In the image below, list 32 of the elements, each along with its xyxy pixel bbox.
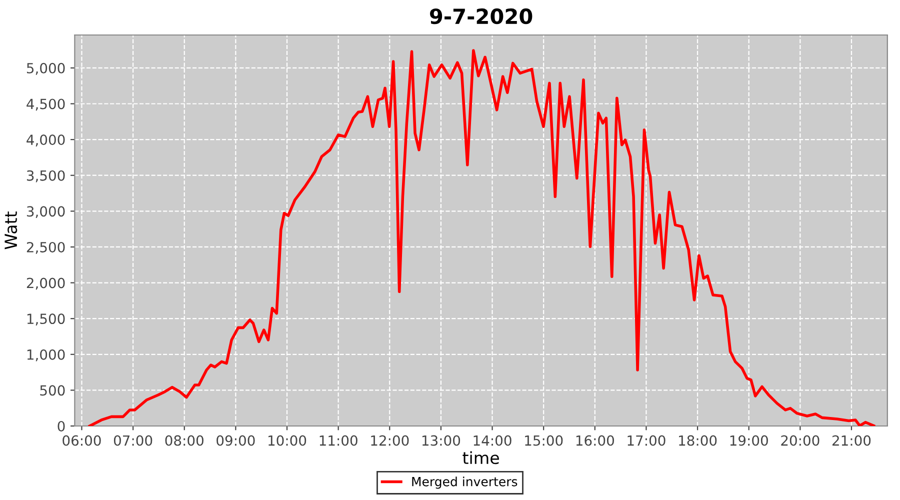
y-tick-label: 4,500	[26, 98, 65, 111]
x-tick-label: 15:00	[525, 435, 563, 446]
x-tick-label: 18:00	[679, 435, 717, 446]
legend-label: Merged inverters	[412, 476, 518, 489]
x-tick-label: 08:00	[165, 435, 204, 446]
x-tick-label: 17:00	[628, 435, 666, 446]
y-tick-label: 3,500	[26, 170, 65, 182]
x-tick-label: 21:00	[832, 435, 871, 446]
x-tick-label: 16:00	[576, 435, 614, 446]
y-tick-label: 2,500	[26, 242, 65, 254]
y-tick-label: 2,000	[26, 278, 65, 290]
x-tick-label: 10:00	[268, 435, 306, 446]
x-tick-label: 11:00	[320, 435, 358, 446]
x-tick-label: 06:00	[62, 435, 101, 446]
x-tick-label: 07:00	[114, 435, 152, 446]
y-axis-title: Watt	[4, 212, 18, 250]
x-tick-label: 09:00	[216, 435, 255, 446]
y-tick-label: 500	[40, 385, 65, 396]
x-tick-label: 19:00	[730, 435, 768, 446]
y-tick-label: 3,000	[26, 206, 65, 218]
line-series	[88, 49, 876, 426]
x-tick-label: 14:00	[474, 435, 512, 446]
x-axis-title: time	[462, 451, 499, 464]
y-tick-label: 5,000	[26, 62, 65, 75]
chart-title: 9-7-2020	[430, 8, 532, 24]
y-tick-label: 4,000	[26, 134, 65, 146]
x-tick-label: 20:00	[781, 435, 820, 446]
x-tick-label: 12:00	[371, 435, 409, 446]
y-tick-label: 0	[58, 420, 65, 432]
y-tick-label: 1,000	[27, 349, 65, 362]
x-tick-label: 13:00	[422, 435, 460, 446]
y-tick-label: 1,500	[27, 314, 65, 326]
